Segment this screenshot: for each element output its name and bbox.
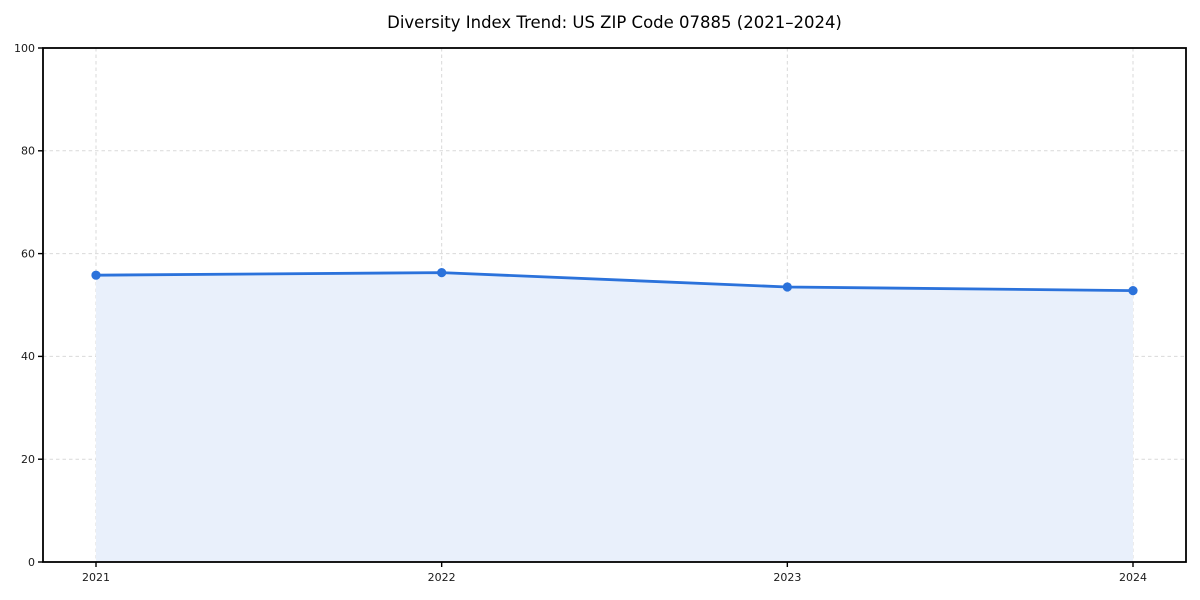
tick-marks [38, 47, 1134, 567]
data-point-2024 [1128, 286, 1138, 296]
plot-border [42, 47, 1187, 563]
data-point-2021 [91, 270, 101, 280]
data-point-2023 [782, 282, 792, 292]
y-tick-label: 20 [21, 453, 35, 466]
y-tick-label: 100 [14, 42, 35, 55]
area-fill [96, 272, 1133, 562]
y-tick-label: 0 [28, 556, 35, 569]
trend-line [94, 271, 1135, 293]
y-tick-label: 60 [21, 247, 35, 260]
y-tick-label: 80 [21, 145, 35, 158]
x-tick-label: 2022 [428, 571, 456, 584]
x-tick-label: 2021 [82, 571, 110, 584]
data-point-2022 [437, 268, 447, 278]
y-tick-label: 40 [21, 350, 35, 363]
x-tick-label: 2023 [773, 571, 801, 584]
x-tick-label: 2024 [1119, 571, 1147, 584]
chart-title: Diversity Index Trend: US ZIP Code 07885… [387, 13, 842, 32]
